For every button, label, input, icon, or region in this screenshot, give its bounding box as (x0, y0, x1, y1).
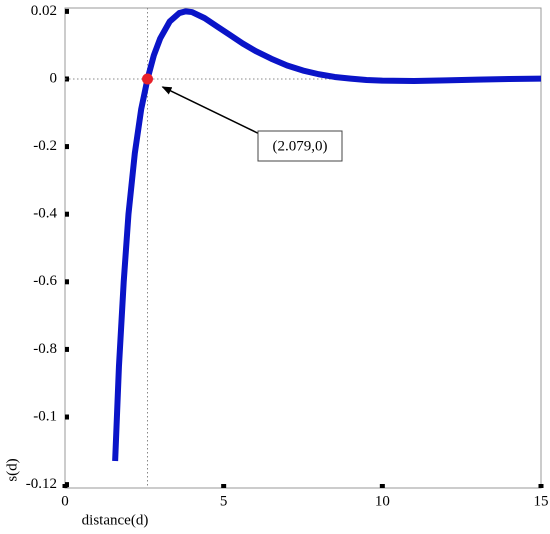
x-tick-mark (221, 484, 227, 488)
annotation-arrow (161, 86, 273, 141)
y-tick-label: -0.2 (33, 138, 57, 154)
x-axis-title: distance(d) (82, 512, 149, 528)
y-tick-mark (65, 144, 69, 150)
annotation-label: (2.079,0) (273, 138, 328, 154)
y-tick-label: -0.6 (33, 273, 57, 289)
y-tick-label: -0.1 (33, 408, 57, 424)
x-tick-label: 15 (534, 493, 549, 509)
y-tick-label: -0.12 (26, 476, 57, 492)
x-tick-mark (379, 484, 385, 488)
y-tick-label: -0.4 (33, 206, 57, 222)
x-tick-label: 0 (61, 493, 69, 509)
y-tick-mark (65, 414, 69, 420)
y-tick-label: -0.8 (33, 341, 57, 357)
x-tick-mark (538, 484, 544, 488)
annotation-box (257, 130, 343, 162)
y-axis-title: s(d) (4, 458, 20, 481)
y-tick-mark (65, 279, 69, 285)
x-tick-label: 5 (220, 493, 228, 509)
x-tick-label: 10 (375, 493, 390, 509)
plot-frame (64, 7, 542, 489)
x-tick-mark (62, 484, 68, 488)
y-tick-mark (65, 211, 69, 217)
y-tick-label: 0 (50, 70, 58, 86)
y-tick-mark (65, 8, 69, 14)
y-tick-mark (65, 346, 69, 352)
point-marker (142, 73, 154, 85)
y-tick-label: 0.02 (31, 3, 57, 19)
y-tick-mark (65, 76, 69, 82)
data-line (112, 8, 542, 462)
